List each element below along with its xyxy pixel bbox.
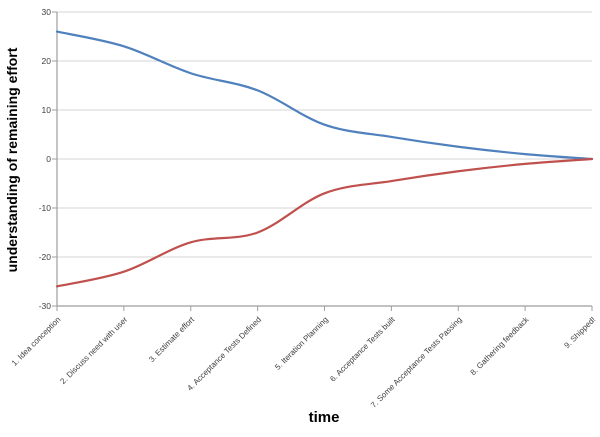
y-tick-label: 10 <box>42 105 52 115</box>
y-tick-label: 20 <box>42 56 52 66</box>
series-red-line <box>55 157 594 288</box>
y-tick-label: 0 <box>46 154 51 164</box>
series-blue-line <box>55 30 594 161</box>
x-axis-title: time <box>308 409 340 426</box>
y-tick-label: 30 <box>42 7 52 17</box>
y-axis-title: understanding of remaining effort <box>4 47 20 273</box>
category-label: 3. Estimate effort <box>147 315 197 365</box>
category-label: 2. Discuss need with user <box>58 315 129 386</box>
y-tick-label: -30 <box>39 301 52 311</box>
category-label: 9. Shipped! <box>562 315 597 350</box>
category-label: 1. Idea conception <box>10 315 63 368</box>
category-label: 6. Acceptance Tests built <box>328 315 397 384</box>
y-tick-label: -20 <box>39 252 52 262</box>
y-tick-label: -10 <box>39 203 52 213</box>
category-label: 8. Gathering feedback <box>469 314 532 377</box>
category-label: 4. Acceptance Tests Defined <box>185 315 263 393</box>
category-label: 5. Iteration Planning <box>273 315 330 372</box>
